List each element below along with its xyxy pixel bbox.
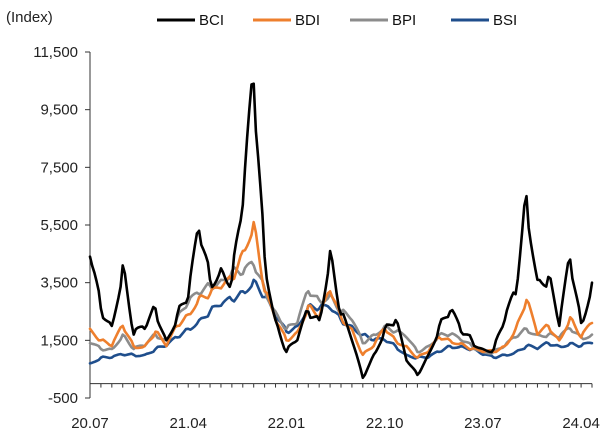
y-tick-label: 5,500	[40, 217, 78, 234]
x-tick-label: 20.07	[71, 415, 109, 432]
legend-label-bci: BCI	[199, 12, 224, 29]
y-axis-label: (Index)	[6, 9, 53, 26]
x-tick-label: 22.01	[268, 415, 306, 432]
y-tick-label: -500	[48, 390, 78, 407]
x-tick-label: 22.10	[366, 415, 404, 432]
legend-label-bsi: BSI	[493, 12, 517, 29]
y-tick-label: 1,500	[40, 332, 78, 349]
x-tick-label: 24.04	[562, 415, 600, 432]
y-tick-label: 7,500	[40, 159, 78, 176]
y-tick-label: 3,500	[40, 275, 78, 292]
legend-label-bdi: BDI	[295, 12, 320, 29]
x-axis: 20.07 21.04 22.01 22.10 23.07 24.04	[71, 383, 600, 432]
x-tick-label: 23.07	[464, 415, 502, 432]
legend: BCI BDI BPI BSI	[157, 12, 517, 29]
y-tick-label: 9,500	[40, 102, 78, 119]
y-axis: -500 1,500 3,500 5,500 7,500 9,500 11,500	[33, 44, 91, 407]
series-layer	[88, 82, 594, 380]
x-tick-label: 21.04	[169, 415, 207, 432]
y-tick-label: 11,500	[33, 44, 78, 61]
series-line-bci	[88, 82, 594, 380]
legend-label-bpi: BPI	[392, 12, 416, 29]
